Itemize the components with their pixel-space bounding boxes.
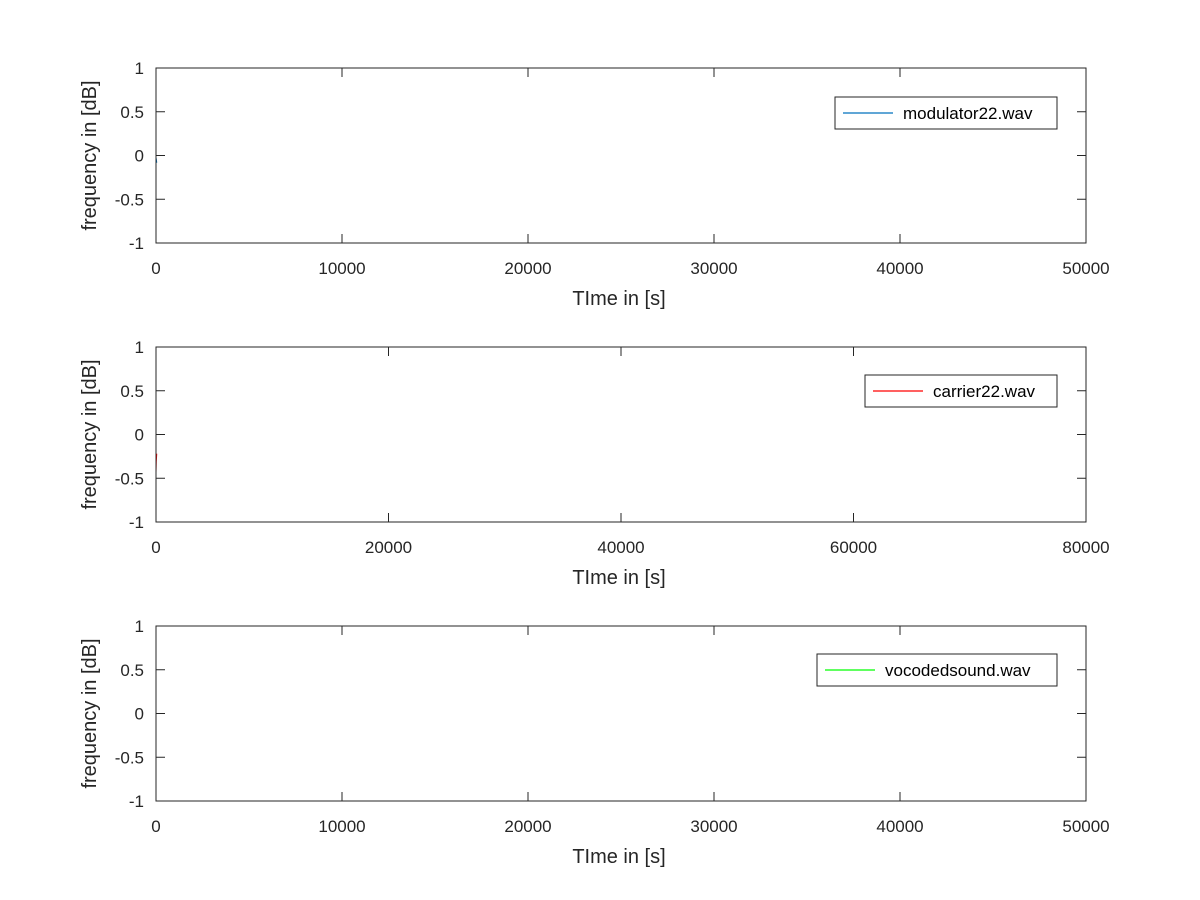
x-tick-label: 10000 (318, 817, 365, 836)
plot-area (156, 347, 1086, 522)
y-tick-label: 1 (135, 59, 144, 78)
x-tick-label: 80000 (1062, 538, 1109, 557)
x-tick-label: 10000 (318, 259, 365, 278)
subplot-2: 0 20000 40000 60000 80000 -1 -0.5 0 0.5 1 TIme in … (79, 338, 1110, 589)
y-tick-label: -1 (129, 513, 144, 532)
x-axis-label: TIme in [s] (572, 567, 665, 589)
subplot-3: 0 10000 20000 30000 40000 50000 -1 -0.5 0 0.5 1 TIm… (79, 617, 1110, 868)
legend-entry: vocodedsound.wav (885, 661, 1031, 680)
legend-entry: modulator22.wav (903, 104, 1033, 123)
x-axis-label: TIme in [s] (572, 288, 665, 310)
plot-area (156, 68, 1086, 243)
legend: vocodedsound.wav (816, 653, 1058, 687)
y-tick-label: -0.5 (115, 469, 144, 488)
y-tick-label: -1 (129, 234, 144, 253)
plot-area (156, 626, 1086, 801)
subplot-1: 0 10000 20000 30000 40000 50000 -1 -0.5 0 0.5 1 TIm… (79, 59, 1110, 310)
x-tick-label: 40000 (876, 817, 923, 836)
y-axis-label: frequency in [dB] (79, 80, 101, 230)
x-tick-label: 30000 (690, 259, 737, 278)
x-tick-label: 50000 (1062, 817, 1109, 836)
y-tick-label: 0.5 (120, 382, 144, 401)
y-tick-label: -0.5 (115, 748, 144, 767)
y-tick-label: -1 (129, 792, 144, 811)
y-tick-label: 0.5 (120, 661, 144, 680)
legend: carrier22.wav (864, 374, 1058, 408)
y-axis-label: frequency in [dB] (79, 638, 101, 788)
legend: modulator22.wav (834, 96, 1058, 130)
y-tick-label: 0 (135, 426, 144, 445)
x-tick-label: 30000 (690, 817, 737, 836)
x-tick-label: 20000 (504, 817, 551, 836)
x-axis-label: TIme in [s] (572, 846, 665, 868)
y-tick-label: -0.5 (115, 190, 144, 209)
y-tick-label: 0 (135, 705, 144, 724)
y-tick-label: 1 (135, 617, 144, 636)
x-tick-label: 40000 (597, 538, 644, 557)
y-tick-label: 0 (135, 147, 144, 166)
y-axis-label: frequency in [dB] (79, 359, 101, 509)
x-tick-label: 0 (151, 259, 160, 278)
x-tick-label: 50000 (1062, 259, 1109, 278)
x-tick-label: 60000 (830, 538, 877, 557)
y-tick-label: 1 (135, 338, 144, 357)
x-tick-label: 40000 (876, 259, 923, 278)
legend-entry: carrier22.wav (933, 382, 1036, 401)
x-tick-label: 20000 (504, 259, 551, 278)
y-tick-label: 0.5 (120, 103, 144, 122)
x-tick-label: 20000 (365, 538, 412, 557)
x-tick-label: 0 (151, 538, 160, 557)
x-tick-label: 0 (151, 817, 160, 836)
